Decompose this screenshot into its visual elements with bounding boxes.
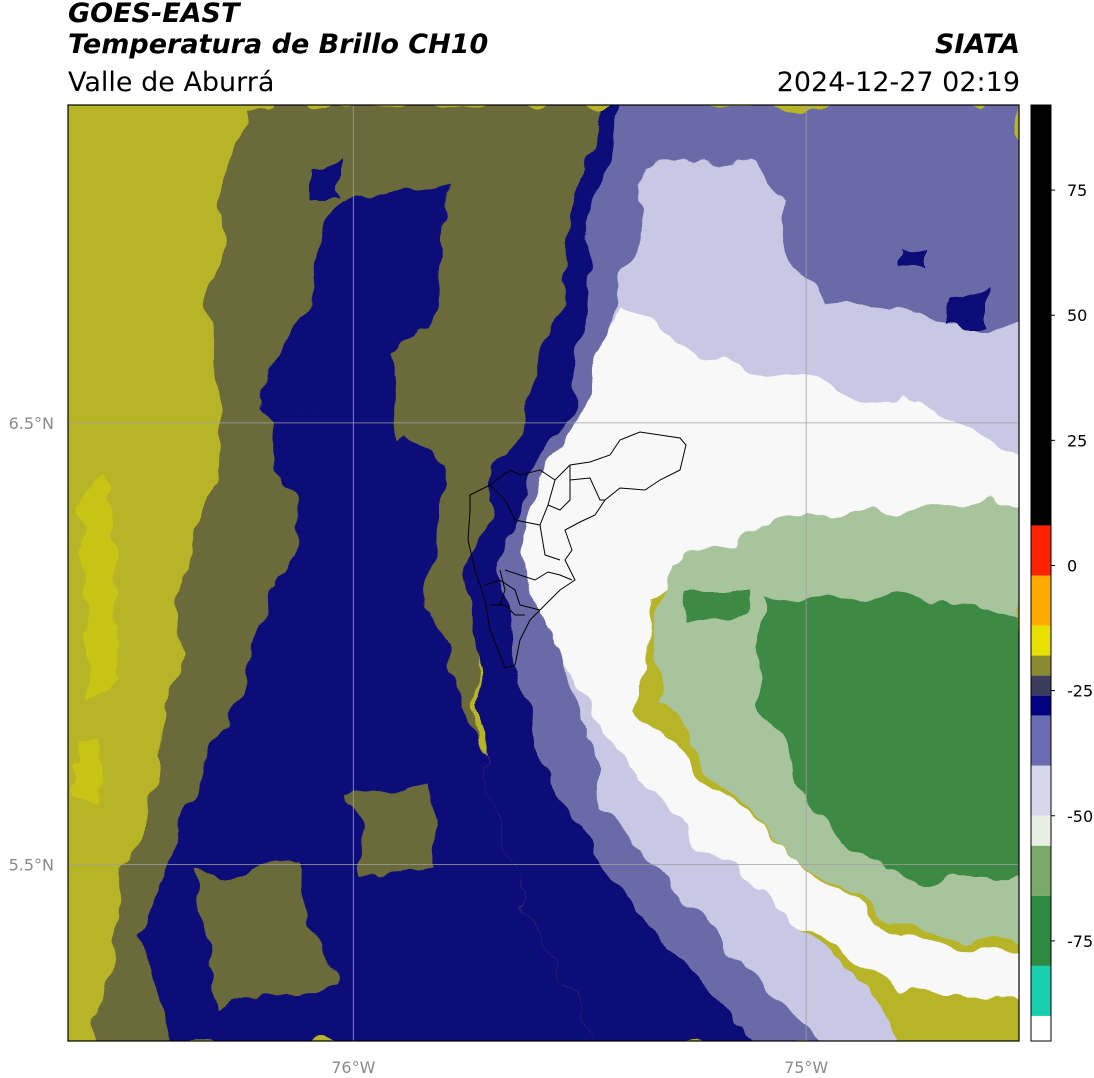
- colorbar-frame: [1030, 104, 1052, 1042]
- satellite-title: GOES-EAST: [68, 0, 240, 29]
- colorbar-tick-label: 75: [1067, 181, 1087, 200]
- colorbar-segment: [1031, 1015, 1051, 1041]
- colorbar-segment: [1031, 895, 1051, 966]
- map-frame: [67, 104, 1020, 1042]
- colorbar-segment: [1031, 715, 1051, 766]
- product-title: Temperatura de Brillo CH10: [68, 29, 489, 60]
- olive-patches: [190, 320, 440, 1010]
- latitude-labels: 6.5°N 5.5°N: [9, 414, 54, 875]
- navy-cloud-band: [140, 180, 598, 1041]
- colorbar-tick-label: 50: [1067, 306, 1087, 325]
- lat-label: 5.5°N: [9, 855, 54, 874]
- colorbar-tick-label: -25: [1067, 682, 1093, 701]
- lat-label: 6.5°N: [9, 414, 54, 433]
- colorbar-segment: [1031, 965, 1051, 1016]
- datetime-label: 2024-12-27 02:19: [776, 67, 1020, 98]
- brightness-temperature-field: [68, 105, 1019, 1041]
- colorbar-segment: [1031, 675, 1051, 696]
- colorbar: 75 50 25 0 -25 -50 -75: [1030, 104, 1093, 1042]
- white-cold-cloud: [520, 300, 1019, 1000]
- colorbar-segment: [1031, 695, 1051, 716]
- colorbar-segment: [1031, 845, 1051, 896]
- gridlines: [68, 105, 1019, 1041]
- agency-label: SIATA: [934, 29, 1020, 60]
- colorbar-segment: [1031, 655, 1051, 676]
- colorbar-tick-label: 0: [1067, 556, 1077, 575]
- green-cold-core: [690, 590, 1019, 880]
- colorbar-segment: [1031, 525, 1051, 576]
- colorbar-tick-label: 25: [1067, 431, 1087, 450]
- navy-front-edge: [470, 105, 757, 1041]
- colorbar-segment: [1031, 105, 1051, 526]
- longitude-labels: 76°W 75°W: [331, 1058, 828, 1077]
- lon-label: 76°W: [331, 1058, 375, 1077]
- bright-spots: [80, 480, 120, 800]
- colorbar-segment: [1031, 815, 1051, 846]
- municipal-boundaries: [467, 431, 687, 669]
- colorbar-segment: [1031, 765, 1051, 816]
- lon-label: 75°W: [784, 1058, 828, 1077]
- colorbar-segment: [1031, 625, 1051, 656]
- colorbar-segment: [1031, 575, 1051, 626]
- colorbar-tick-label: -75: [1067, 932, 1093, 951]
- colorbar-tick-label: -50: [1067, 807, 1093, 826]
- region-subtitle: Valle de Aburrá: [68, 67, 275, 98]
